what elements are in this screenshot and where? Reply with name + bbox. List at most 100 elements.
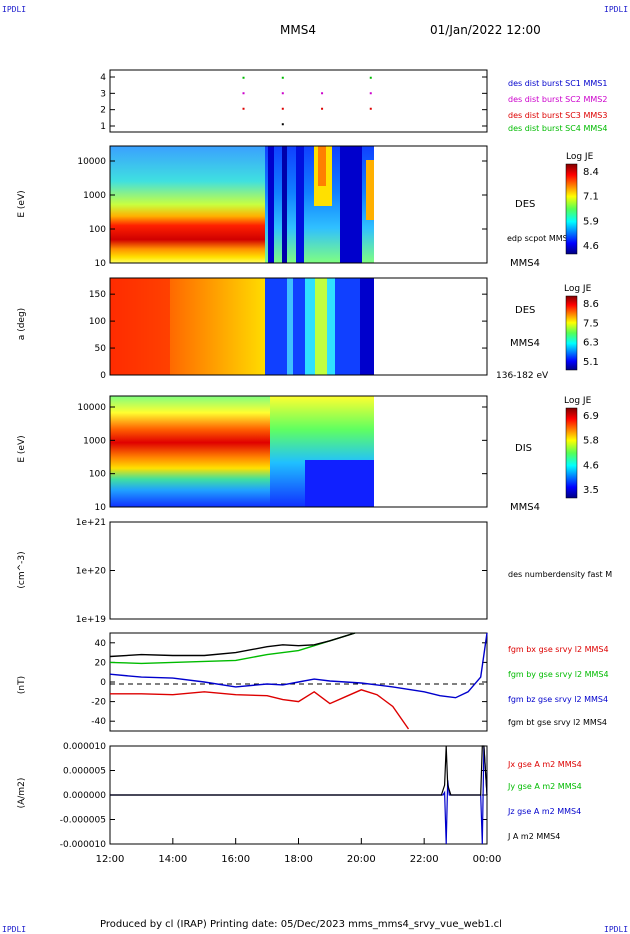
burst-marker: [281, 92, 284, 95]
nt-label: 0: [100, 678, 106, 688]
nt-label: 40: [95, 639, 107, 649]
j-label: -0.000010: [60, 840, 106, 850]
nt-label: -20: [91, 698, 106, 708]
cbar2-tick: 7.5: [583, 318, 599, 329]
panel2-sublabel: edp scpot MMS4: [507, 234, 573, 243]
burst-marker: [242, 92, 245, 95]
legend-bx: fgm bx gse srvy l2 MMS4: [508, 645, 609, 654]
legend-by: fgm by gse srvy l2 MMS4: [508, 670, 609, 679]
cbar1-title: Log JE: [566, 152, 594, 162]
panel4-label: DIS: [515, 443, 532, 454]
panel-burst: 1 2 3 4: [100, 69, 488, 133]
datetime-title: 01/Jan/2022 12:00: [430, 23, 541, 37]
des-pitch-stripe: [315, 278, 327, 375]
des-energy-stripe: [340, 146, 362, 263]
density-ytick-label: 1e+21: [76, 518, 106, 528]
panel6-yticks: -40 -20 0 20 40: [91, 639, 487, 727]
panel-current-density: -0.000010 -0.000005 0.000000 0.000005 0.0000…: [60, 742, 502, 865]
des-energy-stripe: [282, 146, 287, 263]
legend-burst-sc4: des dist burst SC4 MMS4: [508, 124, 608, 133]
burst-ytick-label: 3: [100, 89, 106, 99]
burst-marker: [281, 107, 284, 110]
des-energy-ytick-label: 10000: [77, 157, 106, 167]
j-label: 0.000010: [63, 742, 106, 752]
panel2-yticks: 10 100 1000 10000: [77, 157, 487, 269]
x-tick-label: 00:00: [473, 854, 502, 865]
legend-bt: fgm bt gse srvy l2 MMS4: [508, 718, 607, 727]
panel7-yticks: -0.000010 -0.000005 0.000000 0.000005 0.0000…: [60, 742, 487, 850]
burst-marker: [321, 92, 324, 95]
panel5-yticks: 1e+19 1e+20 1e+21: [76, 518, 487, 625]
footer-credits: Produced by cl (IRAP) Printing date: 05/…: [100, 919, 502, 930]
panel2-frame: [109, 145, 488, 264]
corner-label-top-left: IPDLI: [2, 5, 27, 14]
cbar3-tick: 3.5: [583, 485, 599, 496]
cbar1-tick: 5.9: [583, 216, 599, 227]
legend-jy: Jy gse A m2 MMS4: [508, 782, 582, 791]
panel4-frame: [109, 395, 488, 508]
legend-bz: fgm bz gse srvy l2 MMS4: [508, 695, 609, 704]
cbar2-title: Log JE: [564, 284, 592, 294]
density-ytick-label: 1e+20: [76, 567, 107, 577]
burst-marker: [281, 76, 284, 79]
panel3-yticks: 0 50 100 150: [89, 290, 487, 381]
des-energy-ytick-label: 1000: [83, 191, 106, 201]
nt-label: 20: [95, 658, 107, 668]
x-tick-label: 18:00: [284, 854, 313, 865]
dis-energy-low: [305, 460, 374, 507]
corner-label-bottom-left: IPDLI: [2, 925, 27, 934]
des-pitch-heat-early: [110, 278, 170, 375]
x-tick-label: 16:00: [221, 854, 250, 865]
corner-label-top-right: IPDLI: [604, 5, 629, 14]
dis-energy-ytick-label: 10000: [77, 403, 106, 413]
colorbar-des-pitch: [565, 295, 578, 371]
panel6-series: [109, 632, 488, 730]
cbar1-tick: 7.1: [583, 192, 599, 203]
x-axis-ticks: 12:00 14:00 16:00 18:00 20:00 22:00 00:00: [96, 838, 502, 865]
spacecraft-title: MMS4: [280, 23, 316, 37]
panel1-markers: [242, 76, 372, 126]
dis-energy-ytick-label: 100: [89, 470, 106, 480]
panel4-footlabel: MMS4: [510, 502, 540, 513]
x-tick-label: 12:00: [96, 854, 125, 865]
panel5-frame: [109, 521, 488, 620]
panel7-series: [110, 745, 488, 845]
burst-ytick-label: 4: [100, 73, 106, 83]
panel1-frame: [109, 69, 488, 133]
panel3-footlabel: 136-182 eV: [496, 371, 549, 381]
cbar1-tick: 4.6: [583, 241, 599, 252]
cbar3-tick: 5.8: [583, 436, 599, 447]
panel3-frame: [109, 277, 488, 376]
burst-marker: [242, 76, 245, 79]
colorbar3-ticks: 6.9 5.8 4.6 3.5: [583, 411, 599, 496]
legend-burst-sc1: des dist burst SC1 MMS1: [508, 79, 608, 88]
colorbar-des-energy: [565, 163, 578, 255]
colorbar2-ticks: 8.6 7.5 6.3 5.1: [583, 299, 599, 368]
burst-marker: [369, 107, 372, 110]
cbar3-tick: 6.9: [583, 411, 599, 422]
des-energy-stripe: [296, 146, 304, 263]
density-ytick-label: 1e+19: [76, 615, 107, 625]
panel2-label: DES: [515, 199, 536, 210]
panel-dis-energy: 10 100 1000 10000: [77, 395, 488, 513]
j-label: 0.000000: [63, 791, 106, 801]
burst-marker: [321, 107, 324, 110]
dis-energy-ytick-label: 10: [95, 503, 107, 513]
density-legend: des numberdensity fast M: [508, 570, 613, 579]
des-pitch-stripe: [287, 278, 293, 375]
panel4-yticks: 10 100 1000 10000: [77, 403, 487, 513]
panel-des-pitch: 0 50 100 150: [89, 277, 488, 381]
legend-burst-sc3: des dist burst SC3 MMS3: [508, 111, 608, 120]
des-energy-ytick-label: 10: [95, 259, 107, 269]
legend-jz: Jz gse A m2 MMS4: [508, 807, 582, 816]
series-line: [110, 745, 488, 796]
cbar2-tick: 5.1: [583, 357, 599, 368]
cbar1-tick: 8.4: [583, 167, 599, 178]
cbar3-tick: 4.6: [583, 460, 599, 471]
des-pitch-stripe: [360, 278, 374, 375]
panel2-footlabel: MMS4: [510, 258, 540, 269]
cbar3-title: Log JE: [564, 396, 592, 406]
j-label: 0.000005: [63, 767, 106, 777]
burst-marker: [369, 92, 372, 95]
